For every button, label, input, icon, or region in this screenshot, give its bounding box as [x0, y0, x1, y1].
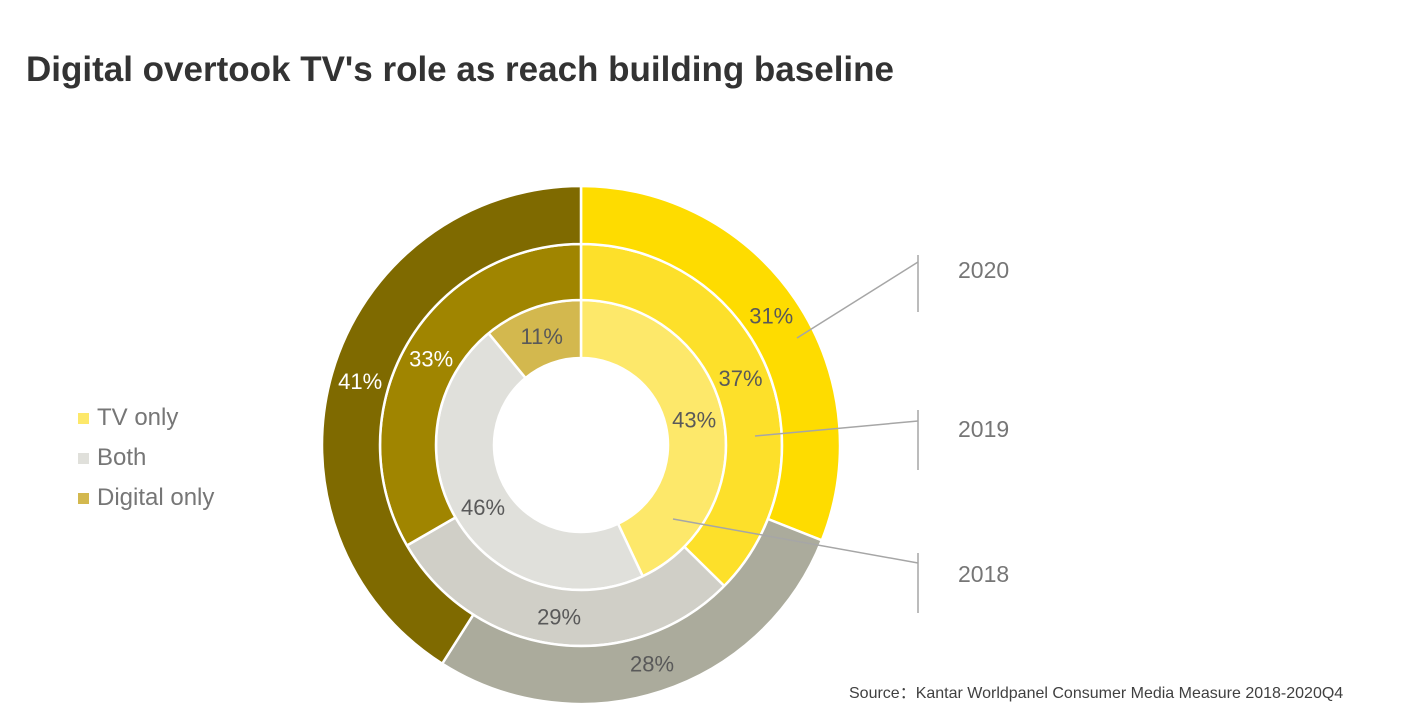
leader-line — [796, 261, 919, 339]
legend-swatch — [78, 412, 89, 424]
series-label-2018: 2018 — [958, 561, 1009, 587]
source-note: Source：Kantar Worldpanel Consumer Media … — [849, 685, 1344, 702]
leader-line — [754, 420, 919, 437]
legend-swatch — [78, 452, 89, 464]
slice-2020-digital-only — [320, 184, 583, 666]
data-label: 28% — [630, 652, 674, 677]
legend-item-tv-only: TV only — [78, 398, 214, 438]
leader-line — [672, 518, 919, 564]
series-label-2020: 2020 — [958, 257, 1009, 283]
data-label: 29% — [537, 605, 581, 630]
legend: TV only Both Digital only — [78, 398, 214, 518]
data-label: 41% — [338, 369, 382, 394]
data-label: 11% — [521, 324, 563, 349]
legend-label: Digital only — [97, 484, 215, 511]
chart-title: Digital overtook TV's role as reach buil… — [26, 50, 894, 89]
legend-item-both: Both — [78, 438, 214, 478]
series-label-2019: 2019 — [958, 416, 1009, 442]
legend-item-digital-only: Digital only — [78, 478, 214, 518]
legend-label: TV only — [97, 404, 179, 431]
data-label: 33% — [409, 347, 453, 372]
data-label: 37% — [719, 366, 763, 391]
data-label: 43% — [672, 408, 716, 433]
data-label: 31% — [749, 304, 793, 329]
legend-swatch — [78, 492, 89, 504]
legend-label: Both — [97, 444, 147, 471]
data-label: 46% — [461, 495, 505, 520]
